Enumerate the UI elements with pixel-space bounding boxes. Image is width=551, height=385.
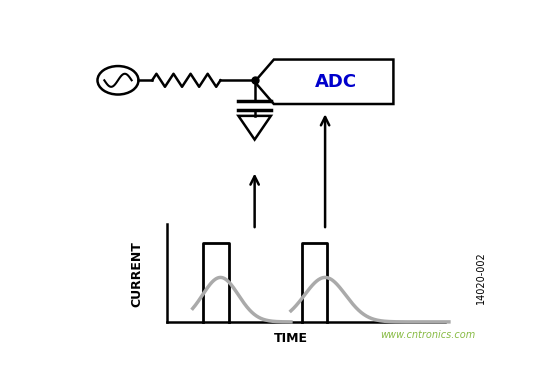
- Text: CURRENT: CURRENT: [131, 241, 144, 307]
- Text: 14020-002: 14020-002: [476, 251, 486, 304]
- Text: ADC: ADC: [315, 73, 357, 91]
- Text: TIME: TIME: [274, 332, 308, 345]
- Text: www.cntronics.com: www.cntronics.com: [381, 330, 476, 340]
